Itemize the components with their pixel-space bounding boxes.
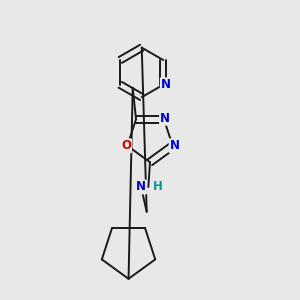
Text: N: N: [136, 181, 146, 194]
Text: N: N: [161, 78, 171, 91]
Text: H: H: [153, 181, 163, 194]
Text: N: N: [160, 112, 170, 125]
Text: O: O: [121, 139, 131, 152]
Text: N: N: [169, 139, 180, 152]
